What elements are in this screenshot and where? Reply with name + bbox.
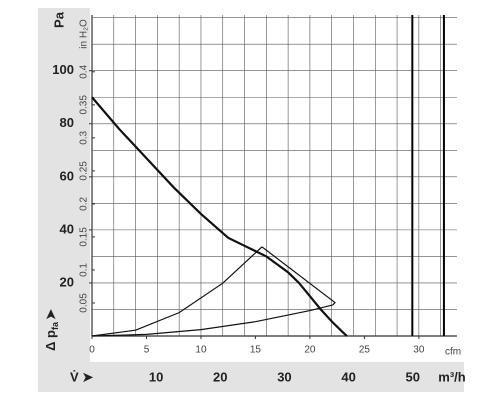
y-tick-label: 100 [52, 62, 74, 77]
bottom-band [38, 362, 464, 392]
y-label: Δ pfa➤ [43, 309, 60, 351]
x-tick-label: 5 [144, 345, 150, 356]
y-label-sub: fa [50, 321, 60, 330]
x2-tick-label: 30 [277, 369, 291, 384]
curve [91, 304, 333, 337]
y-label-arrow: ➤ [43, 309, 58, 320]
y2-tick-label: 0.35 [79, 95, 90, 115]
plot-area [92, 15, 457, 336]
x-tick-label: 25 [359, 345, 371, 356]
x-tick-label: 10 [195, 345, 207, 356]
y-tick-label: 80 [60, 115, 74, 130]
x-tick-label: 30 [413, 345, 425, 356]
y2-tick-label: 0.15 [79, 227, 90, 247]
y2-tick-label: 0.1 [79, 263, 90, 277]
y2-tick-label: 0.2 [79, 197, 90, 211]
y2-tick-label: 0.25 [79, 161, 90, 181]
y2-tick-label: 0.05 [79, 293, 90, 313]
left-band [38, 8, 90, 392]
x-label: V̇ ➤ [70, 369, 93, 384]
x2-tick-label: 40 [341, 369, 355, 384]
y-tick-label: 40 [60, 221, 74, 236]
y2-unit: in H₂O [79, 19, 90, 49]
x-tick-label: 15 [250, 345, 262, 356]
x2-tick-label: 20 [213, 369, 227, 384]
x-tick-label: 0 [89, 345, 95, 356]
y2-tick-label: 0.4 [79, 64, 90, 78]
x-tick-label: 20 [304, 345, 316, 356]
y-tick-label: 20 [60, 274, 74, 289]
y-tick-label: 60 [60, 168, 74, 183]
curve [91, 96, 348, 337]
x2-unit: m³/h [438, 369, 466, 384]
y2-tick-label: 0.3 [79, 130, 90, 144]
x2-tick-label: 50 [406, 369, 420, 384]
x2-tick-label: 10 [149, 369, 163, 384]
curve [261, 246, 336, 306]
y-label-main: Δ p [43, 330, 58, 351]
x-unit: cfm [445, 347, 461, 358]
curve [91, 246, 263, 337]
y-unit: Pa [51, 11, 66, 28]
